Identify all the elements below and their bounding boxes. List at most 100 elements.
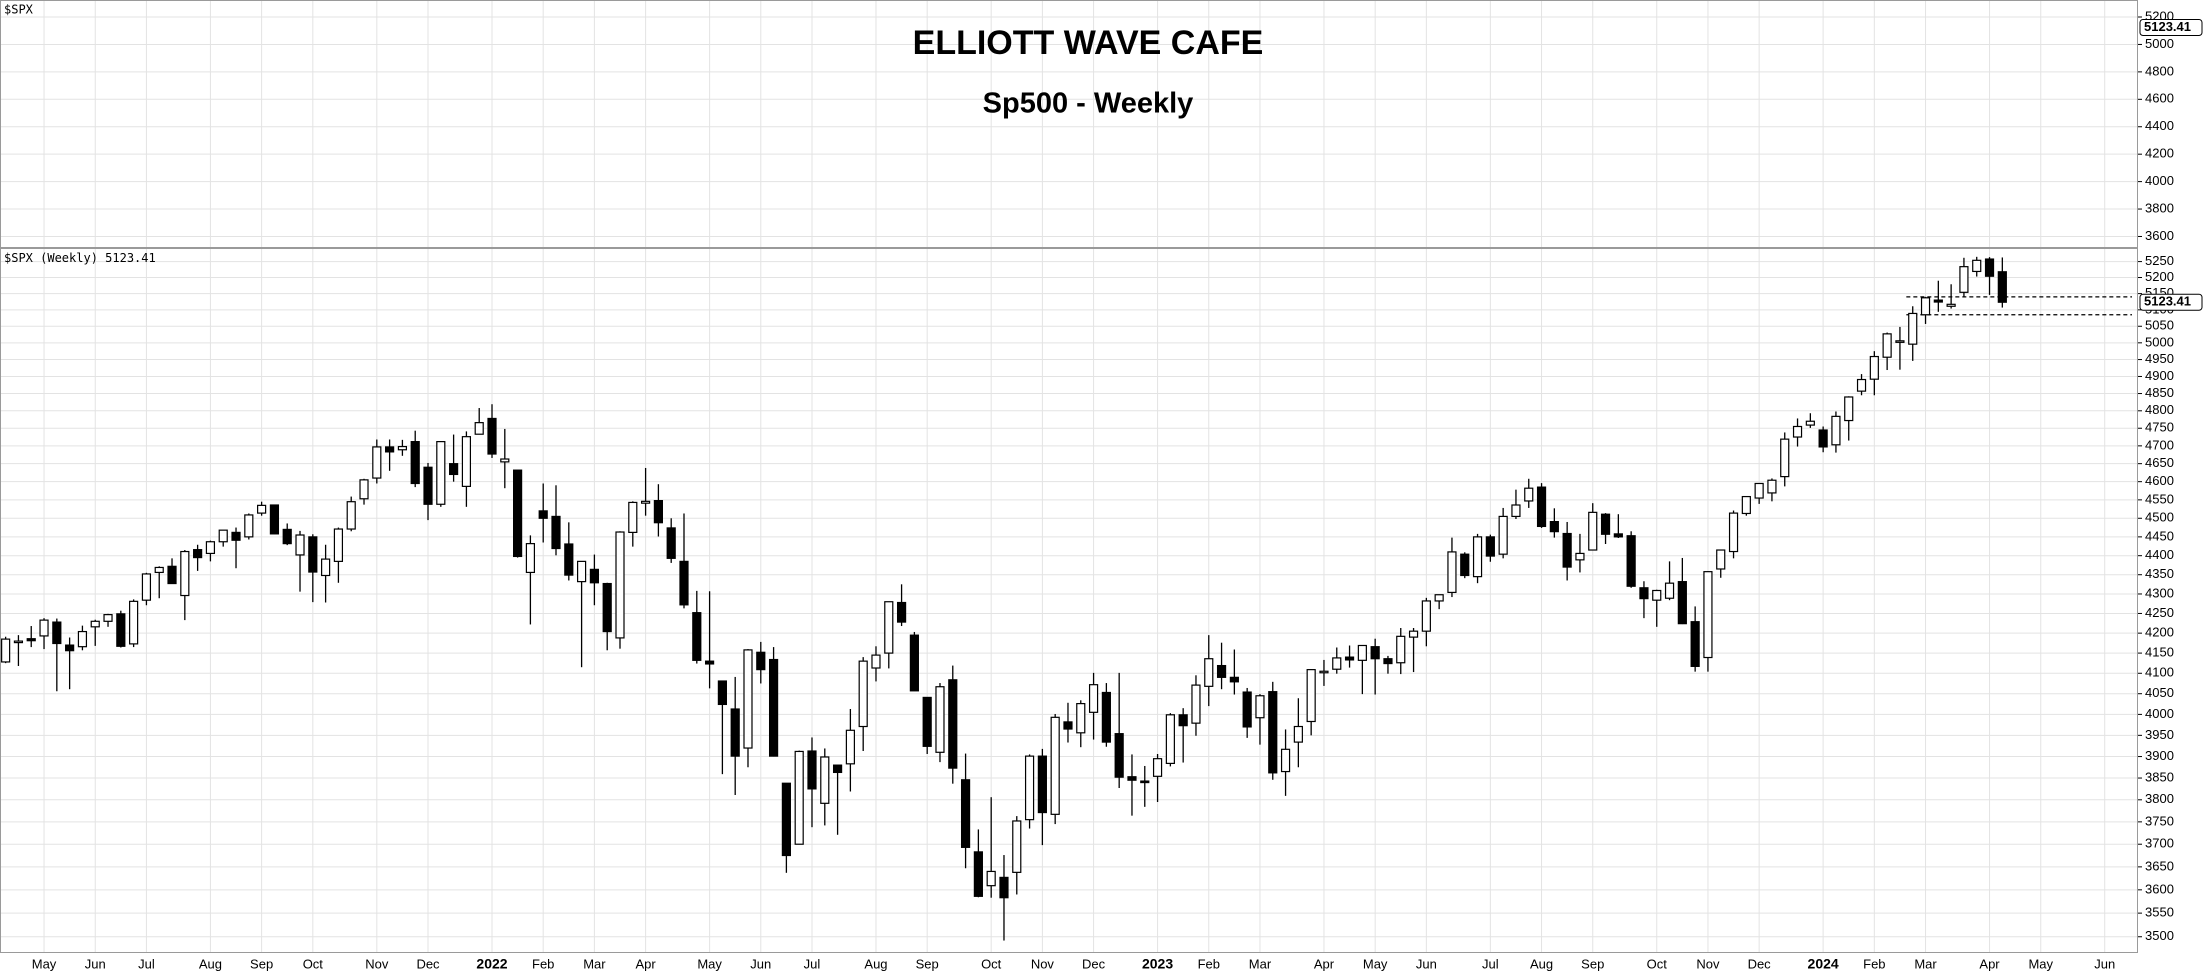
candle-body [141, 573, 152, 601]
x-tick-label: Sep [1581, 956, 1604, 971]
candle-body [1434, 594, 1444, 602]
candle-body [807, 750, 817, 790]
candle-body [589, 568, 600, 584]
candle-body [205, 541, 216, 555]
x-tick-label: Apr [1979, 956, 2000, 971]
y-tick-label: 3650 [2145, 858, 2174, 873]
candle-body [257, 504, 267, 514]
candle-body [756, 651, 766, 671]
y-tick-label: 4200 [2145, 146, 2174, 161]
candle-body [1472, 536, 1483, 578]
x-tick-label: Nov [1031, 956, 1055, 971]
candle-body [129, 600, 139, 645]
candle-body [513, 469, 523, 558]
x-tick-label: May [32, 956, 57, 971]
candle-body [692, 612, 702, 661]
candle-body [167, 565, 177, 585]
candle-body [717, 680, 727, 706]
candle-body [1511, 504, 1521, 518]
candle-body [1306, 669, 1316, 723]
plot-area [1, 256, 2132, 941]
x-tick-label: Feb [532, 956, 554, 971]
candle-body [1344, 656, 1355, 661]
x-tick-label: May [2028, 956, 2053, 971]
candle-body [1972, 259, 1982, 273]
x-tick-label: Oct [1647, 956, 1668, 971]
candle-body [1, 638, 11, 663]
x-tick-label: Nov [1696, 956, 1720, 971]
candle-body [1959, 266, 1969, 293]
candle-body [845, 729, 855, 765]
candle-body [1076, 703, 1086, 734]
candle-body [1856, 378, 1867, 392]
candle-body [1242, 691, 1252, 728]
x-tick-label: Nov [365, 956, 389, 971]
y-tick-label: 3600 [2145, 228, 2174, 243]
x-tick-label: Jul [1482, 956, 1499, 971]
candle-body [1818, 429, 1828, 448]
legend-name: $SPX (Weekly) [4, 251, 98, 265]
candle-body [1908, 312, 1918, 345]
candle-body [244, 514, 254, 538]
candle-body [1588, 511, 1598, 551]
candle-body [1984, 258, 1995, 277]
candle-body [1882, 333, 1892, 358]
candle-body [1216, 664, 1227, 678]
x-tick-label: Jun [85, 956, 106, 971]
candle-body [577, 560, 587, 583]
y-tick-label: 4350 [2145, 566, 2174, 581]
candle-body [1844, 396, 1854, 422]
y-tick-label: 5000 [2145, 36, 2174, 51]
candle-body [1114, 733, 1124, 778]
y-tick-label: 4000 [2145, 706, 2174, 721]
chart-title: ELLIOTT WAVE CAFE [913, 24, 1264, 62]
candle-body [1268, 691, 1278, 774]
y-tick-label: 5050 [2145, 318, 2174, 333]
candle-body [922, 696, 932, 747]
candle-body [1895, 340, 1905, 343]
candle-body [666, 527, 676, 559]
y-tick-label: 5000 [2145, 334, 2174, 349]
candle-body [1716, 549, 1726, 570]
y-tick-label: 4300 [2145, 585, 2174, 600]
candle-body [564, 543, 574, 576]
candle-body [295, 534, 305, 556]
y-tick-label: 4800 [2145, 402, 2174, 417]
candle-body [65, 644, 75, 652]
candle-body [423, 466, 433, 505]
candle-body [1920, 297, 1931, 316]
candle-body [13, 640, 24, 644]
candle-body [1933, 299, 1943, 303]
candle-body [1677, 581, 1687, 625]
candle-body [1088, 684, 1099, 713]
candle-body [26, 638, 36, 642]
candle-body [986, 870, 996, 887]
upper-last-price-tag: 5123.41 [2144, 19, 2191, 34]
candle-body [551, 515, 561, 550]
candle-body [1652, 589, 1662, 601]
candle-body [1690, 621, 1700, 667]
x-tick-label: Feb [1863, 956, 1885, 971]
candle-body [218, 529, 228, 543]
candle-body [909, 634, 919, 692]
y-tick-label: 4800 [2145, 63, 2174, 78]
x-tick-label: Jun [1416, 956, 1437, 971]
y-tick-label: 3550 [2145, 905, 2174, 920]
candle-body [359, 479, 369, 500]
candle-body [1050, 716, 1060, 815]
candle-body [500, 458, 510, 463]
x-tick-label: Jun [750, 956, 771, 971]
candle-body [858, 660, 868, 728]
y-tick-label: 4050 [2145, 685, 2174, 700]
x-tick-label: Jul [804, 956, 821, 971]
candle-body [269, 504, 280, 535]
candle-body [308, 536, 318, 573]
x-tick-label: Apr [635, 956, 656, 971]
candle-body [768, 658, 779, 757]
candle-body [385, 446, 395, 453]
candle-body [180, 550, 190, 597]
y-tick-label: 4400 [2145, 118, 2174, 133]
candle-body [538, 510, 548, 519]
y-tick-label: 4100 [2145, 665, 2174, 680]
